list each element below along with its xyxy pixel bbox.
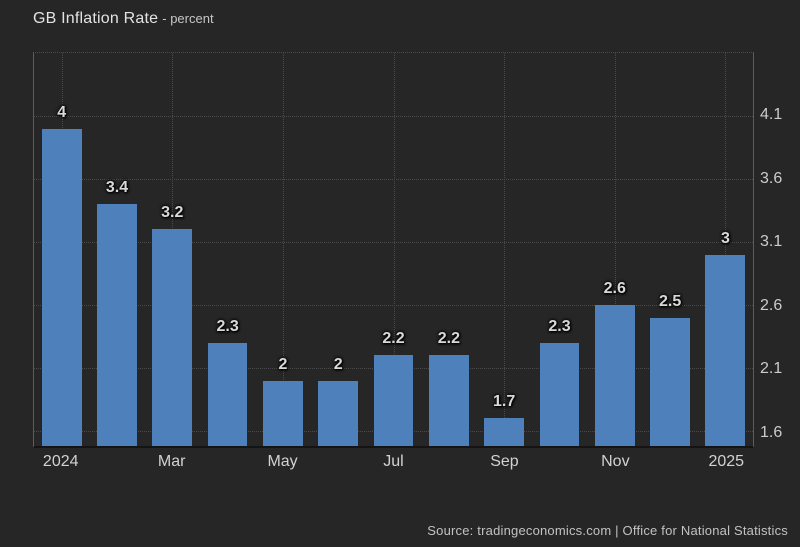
chart-title: GB Inflation Rate [33, 10, 159, 27]
bar[interactable] [373, 355, 414, 446]
x-axis-tick-label: Sep [490, 453, 519, 470]
x-axis: 2024 Mar May Jul Sep Nov 2025 [33, 453, 754, 475]
bar[interactable] [650, 317, 690, 446]
bar-value-label: 3 [720, 229, 730, 247]
gridline-vertical [614, 53, 616, 446]
y-axis-tick-label: 3.1 [760, 233, 783, 251]
x-axis-tick-label: Nov [601, 453, 630, 470]
x-axis-tick-label: Jul [383, 453, 404, 470]
x-axis-tick-label: 2025 [708, 453, 745, 470]
bar-slot: 2 [255, 53, 310, 446]
gridline-vertical [725, 53, 727, 446]
chart-subtitle: - percent [162, 11, 214, 26]
bar-slot: 3.4 [89, 53, 144, 446]
bar[interactable] [97, 204, 137, 446]
bar-value-label: 2.3 [216, 317, 239, 335]
bar-slot: 3.2 [145, 53, 200, 446]
y-axis-tick-label: 3.6 [760, 169, 783, 187]
x-axis-tick-label: 2024 [42, 453, 79, 470]
bar[interactable] [41, 128, 82, 446]
bar-value-label: 2.2 [437, 330, 460, 348]
bar-series: 4 3.4 3.2 2.3 2 2 2.2 2.2 1.7 2.3 2.6 2.5 3 [34, 53, 753, 446]
bar[interactable] [318, 380, 359, 446]
bar-value-label: 1.7 [493, 393, 516, 411]
y-axis-tick-label: 2.6 [760, 296, 783, 314]
bar-slot: 3 [698, 53, 753, 446]
bar-value-label: 2.5 [658, 292, 682, 310]
bar[interactable] [262, 380, 303, 446]
bar-slot: 2.6 [587, 53, 642, 446]
y-axis: 4.1 3.6 3.1 2.6 2.1 1.6 [760, 52, 800, 448]
bar-value-label: 2 [333, 355, 343, 373]
bar-value-label: 2.3 [548, 317, 571, 335]
bar[interactable] [152, 229, 193, 446]
chart-header: GB Inflation Rate - percent [33, 10, 214, 28]
bar-value-label: 3.4 [105, 179, 129, 197]
x-axis-tick-label: Mar [157, 453, 186, 470]
bar-slot: 2.5 [642, 53, 697, 446]
gridline-vertical [393, 53, 395, 446]
bar-slot: 2.2 [366, 53, 421, 446]
bar-value-label: 2.6 [603, 279, 626, 297]
bar[interactable] [705, 254, 746, 446]
source-attribution: Source: tradingeconomics.com | Office fo… [427, 523, 788, 538]
bar-value-label: 4 [57, 103, 67, 121]
bar[interactable] [539, 342, 580, 446]
bar[interactable] [207, 342, 248, 446]
bar-value-label: 2.2 [382, 330, 405, 348]
bar-slot: 2.3 [532, 53, 587, 446]
bar-slot: 2.3 [200, 53, 255, 446]
y-axis-tick-label: 4.1 [760, 106, 783, 124]
bar-slot: 2 [311, 53, 366, 446]
bar[interactable] [428, 355, 469, 446]
y-axis-tick-label: 2.1 [760, 360, 783, 378]
y-axis-tick-label: 1.6 [760, 423, 783, 441]
bar-slot: 1.7 [477, 53, 532, 446]
bar-slot: 2.2 [421, 53, 476, 446]
gridline-vertical [282, 53, 284, 446]
bar[interactable] [594, 304, 635, 446]
bar-value-label: 3.2 [161, 204, 184, 222]
x-axis-tick-label: May [267, 453, 298, 470]
bar[interactable] [484, 418, 525, 446]
plot-area: 4 3.4 3.2 2.3 2 2 2.2 2.2 1.7 2.3 2.6 2.5 3 [33, 52, 754, 448]
bar-slot: 4 [34, 53, 89, 446]
gridline-vertical [504, 53, 506, 446]
bar-value-label: 2 [278, 355, 288, 373]
